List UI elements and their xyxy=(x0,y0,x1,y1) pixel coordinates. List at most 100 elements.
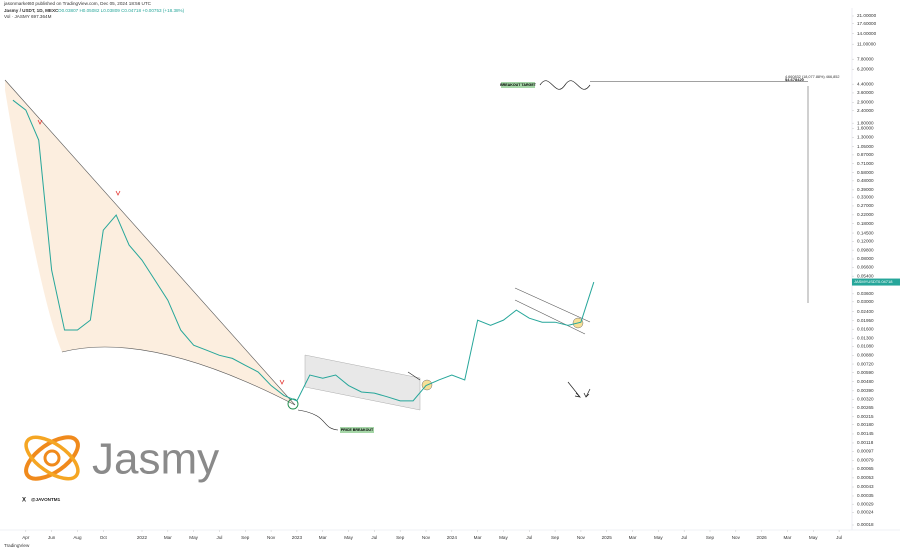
breakout-badge xyxy=(340,427,374,433)
y-tick-label: 6.20000 xyxy=(857,66,874,71)
wedge-bottom xyxy=(514,299,586,335)
x-tick-label: Sep xyxy=(551,535,560,540)
measure-text: 4.660832 (18,077.88%) 466,852 xyxy=(785,75,839,79)
x-tick-label: 2023 xyxy=(292,535,303,540)
channel xyxy=(304,354,421,411)
squiggle-arrow xyxy=(297,409,339,431)
target-label: BREAKOUT TARGET xyxy=(500,83,537,87)
target-price: $4.678420 xyxy=(785,77,805,82)
x-tick-label: 2022 xyxy=(137,535,148,540)
x-tick-label: May xyxy=(809,535,818,540)
x-tick-label: Mar xyxy=(319,535,327,540)
y-tick-label: 0.14500 xyxy=(857,230,874,235)
x-tick-label: May xyxy=(344,535,353,540)
y-tick-label: 0.01300 xyxy=(857,336,874,341)
y-tick-label: 0.48000 xyxy=(857,178,874,183)
trend-line xyxy=(4,79,296,406)
x-tick-label: Jun xyxy=(48,535,56,540)
price-tag-symbol: JASMYUSDT xyxy=(854,279,879,284)
y-tick-label: 0.00145 xyxy=(857,431,874,436)
y-tick-label: 14.00000 xyxy=(857,31,877,36)
y-tick-label: 0.87000 xyxy=(857,152,874,157)
y-tick-label: 0.00118 xyxy=(857,440,874,445)
x-tick-label: Sep xyxy=(706,535,715,540)
top-markers xyxy=(37,119,285,385)
brand-name: Jasmy xyxy=(92,435,219,484)
y-tick-label: 0.01950 xyxy=(857,318,874,323)
footer: TradingView xyxy=(4,543,30,548)
arrow xyxy=(583,388,591,398)
x-tick-label: 2026 xyxy=(757,535,768,540)
y-tick-label: 2.40000 xyxy=(857,108,874,113)
support-curve xyxy=(61,346,296,406)
y-tick-label: 0.00029 xyxy=(857,501,874,506)
x-tick-label: Nov xyxy=(732,535,741,540)
y-tick-label: 0.00880 xyxy=(857,353,874,358)
x-tick-label: Mar xyxy=(164,535,172,540)
price-line xyxy=(12,99,595,402)
y-tick-label: 0.00065 xyxy=(857,466,874,471)
y-tick-label: 0.00018 xyxy=(857,522,874,527)
x-tick-label: Jul xyxy=(681,535,687,540)
price-tag xyxy=(852,278,900,286)
y-tick-label: 0.03600 xyxy=(857,291,874,296)
y-tick-label: 0.03000 xyxy=(857,299,874,304)
price-tag-value: 0.04718 xyxy=(878,279,893,284)
x-tick-label: Jul xyxy=(836,535,842,540)
y-tick-label: 1.60000 xyxy=(857,126,874,131)
x-tick-label: Mar xyxy=(629,535,637,540)
x-tick-label: May xyxy=(499,535,508,540)
x-tick-label: 2025 xyxy=(602,535,613,540)
x-tick-label: Mar xyxy=(474,535,482,540)
squiggle-arrow xyxy=(539,80,591,90)
x-tick-label: Apr xyxy=(22,535,30,540)
x-tick-label: 2024 xyxy=(447,535,458,540)
y-tick-label: 0.00390 xyxy=(857,388,874,393)
x-tick-label: May xyxy=(654,535,663,540)
x-tick-label: Aug xyxy=(73,535,82,540)
y-tick-label: 0.00215 xyxy=(857,414,874,419)
target-badge xyxy=(501,82,535,88)
y-tick-label: 1.30000 xyxy=(857,135,874,140)
y-tick-label: 7.80000 xyxy=(857,56,874,61)
x-tick-label: Jul xyxy=(526,535,532,540)
y-tick-label: 1.80000 xyxy=(857,120,874,125)
y-tick-label: 0.05400 xyxy=(857,273,874,278)
y-tick-label: 0.00265 xyxy=(857,405,874,410)
y-tick-label: 0.18000 xyxy=(857,221,874,226)
breakout-label: PRICE BREAKOUT xyxy=(341,428,374,432)
x-tick-label: May xyxy=(189,535,198,540)
y-tick-label: 21.00000 xyxy=(857,13,877,18)
x-tick-label: Sep xyxy=(241,535,250,540)
y-tick-label: 0.58000 xyxy=(857,170,874,175)
x-tick-label: Nov xyxy=(422,535,431,540)
arrow xyxy=(407,371,421,381)
symbol: Jasmy / USDT, 1D, MEXC xyxy=(4,8,59,13)
handle: @JAVONTM1 xyxy=(31,497,61,502)
y-tick-label: 0.00097 xyxy=(857,449,874,454)
y-tick-label: 0.27000 xyxy=(857,203,874,208)
x-logo: X xyxy=(22,498,26,504)
y-tick-label: 2.90000 xyxy=(857,100,874,105)
x-tick-label: Sep xyxy=(396,535,405,540)
y-tick-label: 17.60000 xyxy=(857,21,877,26)
y-tick-label: 0.02400 xyxy=(857,309,874,314)
x-tick-label: Nov xyxy=(577,535,586,540)
x-tick-label: Jul xyxy=(371,535,377,540)
wedge-top xyxy=(514,287,591,323)
y-tick-label: 0.00024 xyxy=(857,510,874,515)
y-tick-label: 11.00000 xyxy=(857,41,876,46)
y-tick-label: 0.00590 xyxy=(857,370,874,375)
y-tick-label: 0.06600 xyxy=(857,265,874,270)
y-tick-label: 0.71000 xyxy=(857,161,874,166)
y-tick-label: 1.05000 xyxy=(857,144,874,149)
arrow xyxy=(567,381,582,398)
y-tick-label: 0.00035 xyxy=(857,493,874,498)
y-tick-label: 0.00480 xyxy=(857,379,874,384)
logo xyxy=(24,435,80,481)
y-tick-label: 0.39000 xyxy=(857,187,874,192)
y-tick-label: 0.22000 xyxy=(857,212,874,217)
x-tick-label: Oct xyxy=(100,535,108,540)
y-tick-label: 0.00079 xyxy=(857,458,874,463)
